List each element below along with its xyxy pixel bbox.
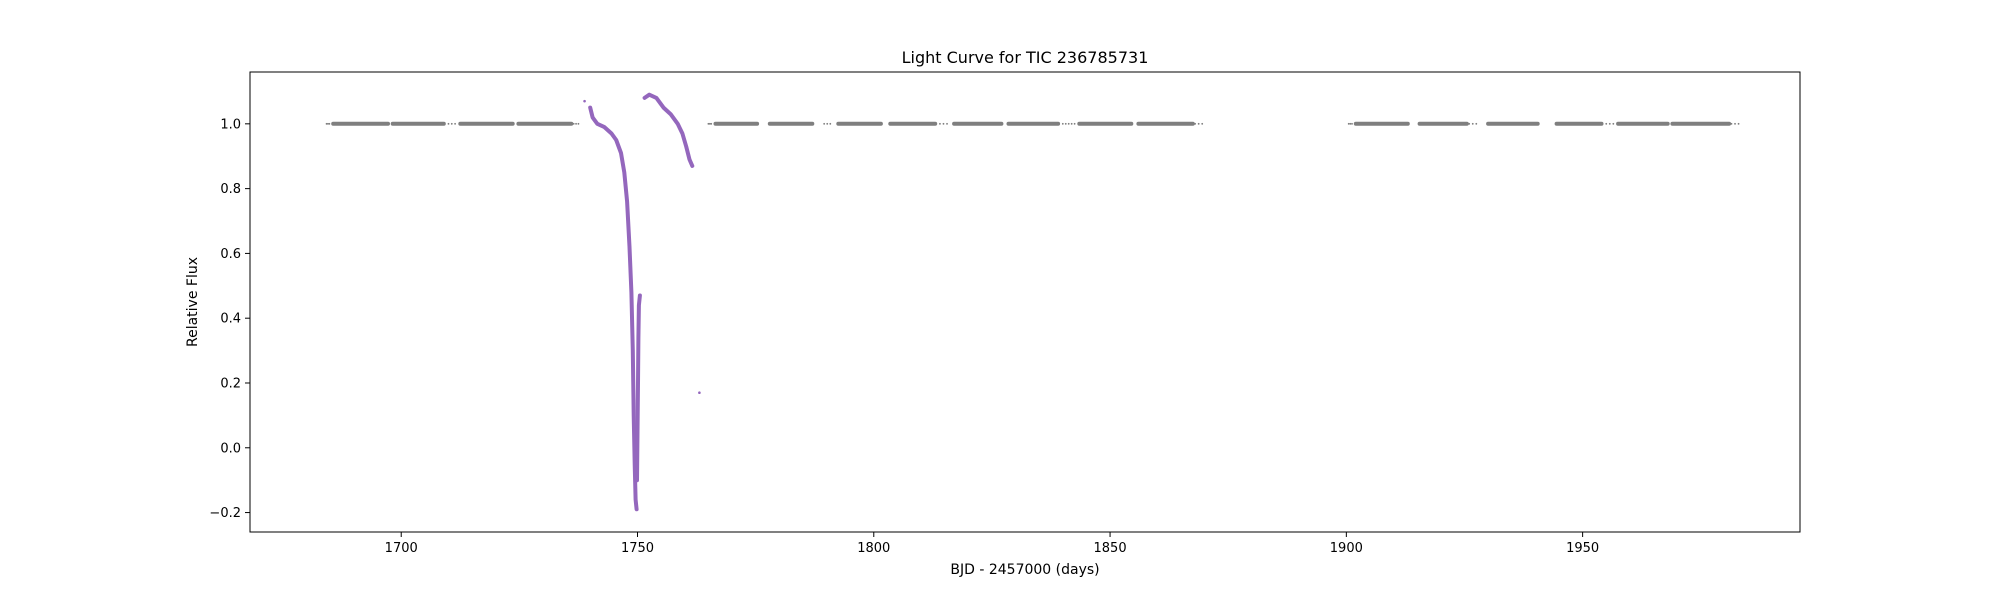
series-0-segment-10-point [823,122,826,125]
series-0-segment-20-point [1349,122,1352,125]
series-0-segment-26-point [1612,122,1615,125]
y-tick-label: 0.2 [220,376,241,391]
y-tick-label: 0.0 [220,441,241,456]
series-0-segment-29-point [1737,122,1740,125]
series-0-segment-10-point [826,122,829,125]
y-tick-label: −0.2 [209,506,241,521]
y-tick-label: 0.6 [220,247,241,262]
x-tick-label: 1900 [1330,541,1363,556]
series-0-segment-7-point [707,122,710,125]
series-0-segment-3-point [447,122,450,125]
x-tick-label: 1850 [1094,541,1127,556]
y-axis-label: Relative Flux [185,257,201,347]
series-0-segment-20-point [1351,122,1353,125]
series-0-segment-7-points [707,122,713,125]
y-axis-ticks: −0.2 0.0 0.2 0.4 0.6 0.8 1.0 [209,117,250,521]
y-tick-label: 0.8 [220,182,241,197]
series-1-segment-4-point [698,391,701,395]
series-0-segment-20-points [1347,122,1353,125]
series-1-segment-2 [635,293,642,483]
data-layer [325,92,1740,512]
series-0-segment-13-point [946,122,948,125]
series-0-segment-0-point [325,122,328,125]
series-0-segment-19-points [1194,122,1204,125]
y-tick-label: 0.4 [220,312,241,327]
series-0-segment-6-point [572,122,575,125]
series-0-segment-16-point [1064,122,1067,125]
series-0-segment-29-point [1730,122,1733,125]
series-0-segment-6-point [575,122,577,125]
series-0-segment-7-point [708,122,711,125]
series-0-segment-29-points [1730,122,1740,125]
series-0-segment-19-point [1194,122,1197,125]
series-0-segment-26-points [1605,122,1615,125]
x-axis-label: BJD - 2457000 (days) [950,562,1099,578]
series-0-segment-16-points [1061,122,1076,125]
series-0-segment-23-point [1468,122,1471,125]
x-axis-ticks: 1700 1750 1800 1850 1900 1950 [385,532,1599,556]
series-0-segment-16-point [1067,122,1070,125]
y-tick-label: 1.0 [220,117,241,132]
series-1 [583,92,701,512]
series-0-segment-26-point [1605,122,1608,125]
chart-title: Light Curve for TIC 236785731 [902,48,1149,67]
series-0-segment-16-point [1070,122,1073,125]
series-0-segment-10-point [829,122,832,125]
series-0-segment-6-point [577,122,580,125]
series-0-segment-7-point [710,122,713,125]
series-1-segment-1 [588,105,639,512]
series-0-segment-10-points [823,122,832,125]
series-0-segment-29-point [1734,122,1736,125]
series-0-segment-20-point [1347,122,1350,125]
series-0-segment-3-point [450,122,453,125]
series-0 [325,121,1740,126]
series-0-segment-13-points [939,122,948,125]
series-0-segment-26-point [1608,122,1611,125]
series-0-segment-16-point [1061,122,1064,125]
series-0-segment-23-point [1471,122,1474,125]
series-0-segment-23-points [1468,122,1478,125]
series-0-segment-19-point [1197,122,1200,125]
series-0-segment-16-point [1073,122,1076,125]
x-tick-label: 1800 [857,541,890,556]
x-tick-label: 1700 [385,541,418,556]
series-1-segment-0-point [583,99,586,103]
x-tick-label: 1750 [621,541,654,556]
plot-frame [249,71,1801,533]
series-0-segment-0-point [327,122,329,125]
series-0-segment-0-points [325,122,331,125]
series-0-segment-3-points [447,122,456,125]
series-0-segment-13-point [942,122,945,125]
series-0-segment-13-point [939,122,941,125]
series-0-segment-0-point [328,122,331,125]
series-0-segment-6-points [572,122,580,125]
series-0-segment-23-point [1475,122,1478,125]
series-1-segment-3 [642,92,695,168]
x-tick-label: 1950 [1566,541,1599,556]
series-0-segment-3-point [454,122,456,125]
series-0-segment-19-point [1201,122,1204,125]
